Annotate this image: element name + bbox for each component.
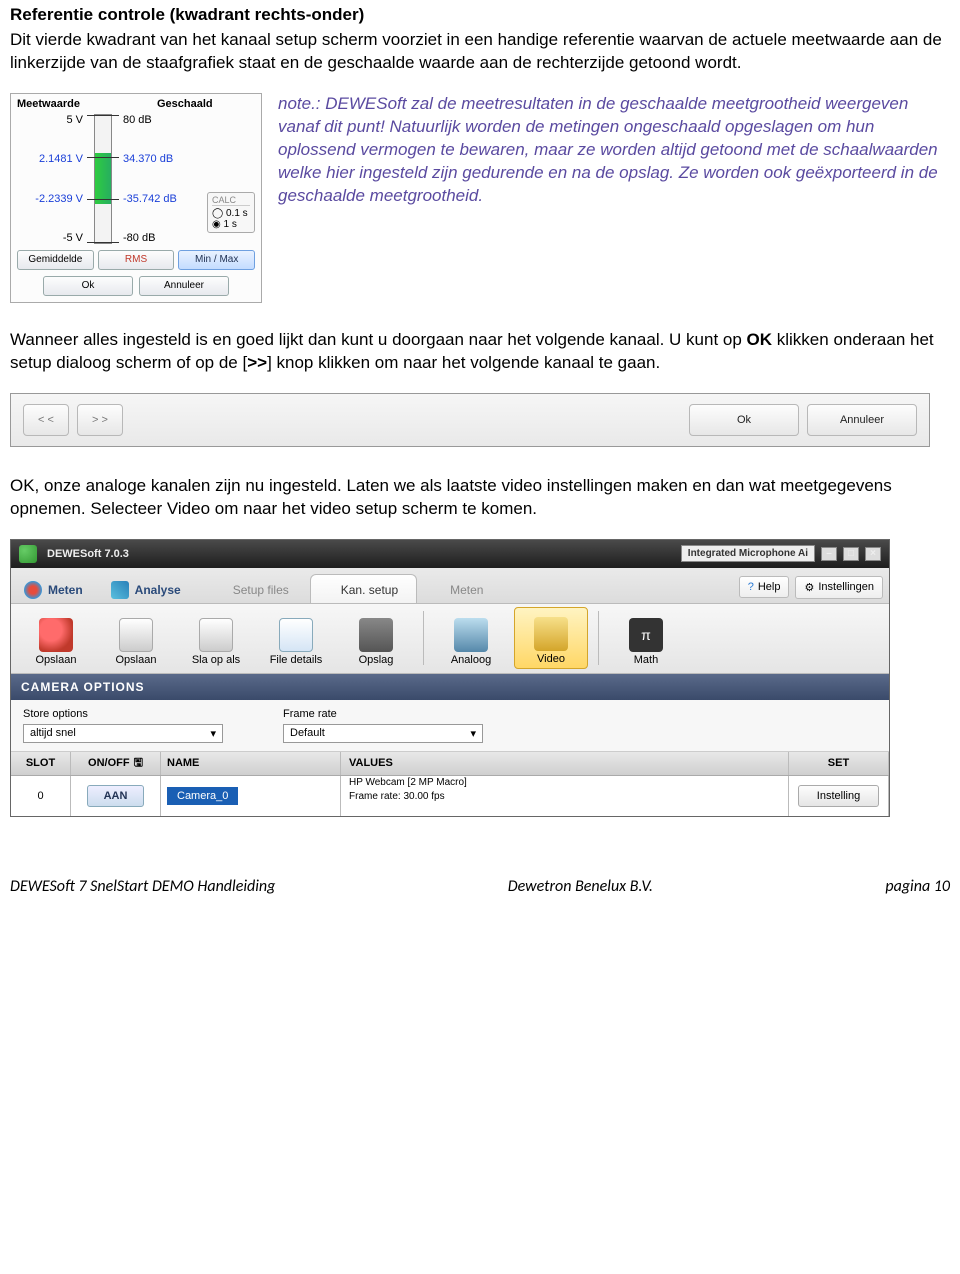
gemiddelde-button[interactable]: Gemiddelde bbox=[17, 250, 94, 270]
device-combo[interactable]: Integrated Microphone Ai bbox=[681, 545, 815, 562]
camera-table-row: 0 AAN Camera_0 HP Webcam [2 MP Macro] Fr… bbox=[11, 776, 889, 816]
chevron-down-icon: ▾ bbox=[210, 727, 216, 740]
save-as-icon bbox=[199, 618, 233, 652]
gear-icon: ⚙ bbox=[804, 581, 814, 594]
close-icon[interactable]: × bbox=[865, 547, 881, 561]
camera-table-header: SLOT ON/OFF 🖫 NAME VALUES SET bbox=[11, 752, 889, 776]
toolbar: Opslaan Opslaan Sla op als File details … bbox=[11, 604, 889, 674]
record-icon bbox=[39, 618, 73, 652]
meten-icon bbox=[24, 581, 42, 599]
left-max: 5 V bbox=[66, 114, 83, 126]
tab-meten-main[interactable]: Meten bbox=[17, 574, 102, 603]
paragraph-2: Wanneer alles ingesteld is en goed lijkt… bbox=[10, 329, 950, 375]
analyse-icon bbox=[111, 581, 129, 599]
math-button[interactable]: πMath bbox=[609, 607, 683, 669]
file-details-icon bbox=[279, 618, 313, 652]
footer-right: pagina 10 bbox=[885, 877, 950, 896]
maximize-icon[interactable]: □ bbox=[843, 547, 859, 561]
storage-icon bbox=[359, 618, 393, 652]
right-max: 80 dB bbox=[123, 114, 152, 126]
annuleer-button[interactable]: Annuleer bbox=[139, 276, 229, 296]
analog-icon bbox=[454, 618, 488, 652]
right-mid1: 34.370 dB bbox=[123, 153, 173, 165]
cell-onoff[interactable]: AAN bbox=[71, 776, 161, 816]
section-heading: Referentie controle (kwadrant rechts-ond… bbox=[10, 5, 950, 25]
calc-opt-01s[interactable]: ◯ 0.1 s bbox=[212, 208, 250, 219]
prev-channel-button[interactable]: < < bbox=[23, 404, 69, 436]
geschaald-header: Geschaald bbox=[157, 98, 255, 110]
cell-name[interactable]: Camera_0 bbox=[161, 776, 341, 816]
left-mid2: -2.2339 V bbox=[35, 193, 83, 205]
store-options-label: Store options bbox=[23, 708, 223, 720]
help-icon: ? bbox=[748, 581, 754, 593]
right-min: -80 dB bbox=[123, 232, 155, 244]
col-set: SET bbox=[789, 752, 889, 775]
save-icon bbox=[119, 618, 153, 652]
col-values: VALUES bbox=[341, 752, 789, 775]
intro-paragraph: Dit vierde kwadrant van het kanaal setup… bbox=[10, 29, 950, 75]
nav-ok-button[interactable]: Ok bbox=[689, 404, 799, 436]
window-title: DEWESoft 7.0.3 bbox=[47, 548, 129, 560]
panel-and-note-row: Meetwaarde Geschaald 5 V 2.1481 V -2.233… bbox=[10, 93, 950, 303]
chevron-down-icon: ▾ bbox=[470, 727, 476, 740]
frame-rate-label: Frame rate bbox=[283, 708, 483, 720]
video-button[interactable]: Video bbox=[514, 607, 588, 669]
bar-indicator bbox=[87, 114, 119, 244]
meetwaarde-header: Meetwaarde bbox=[17, 98, 157, 110]
footer-mid: Dewetron Benelux B.V. bbox=[508, 877, 653, 896]
meetwaarde-panel: Meetwaarde Geschaald 5 V 2.1481 V -2.233… bbox=[10, 93, 262, 303]
cell-values: HP Webcam [2 MP Macro] Frame rate: 30.00… bbox=[341, 776, 789, 816]
camera-options-row: Store options altijd snel▾ Frame rate De… bbox=[11, 700, 889, 752]
save-small-icon: 🖫 bbox=[134, 754, 143, 773]
cell-slot: 0 bbox=[11, 776, 71, 816]
col-onoff: ON/OFF 🖫 bbox=[71, 752, 161, 775]
tab-meten-sub[interactable]: Meten bbox=[419, 574, 502, 603]
ok-button[interactable]: Ok bbox=[43, 276, 133, 296]
col-slot: SLOT bbox=[11, 752, 71, 775]
calc-opt-1s[interactable]: ◉ 1 s bbox=[212, 219, 250, 230]
title-bar: DEWESoft 7.0.3 Integrated Microphone Ai … bbox=[11, 540, 889, 568]
right-scale-column: 80 dB 34.370 dB -35.742 dB -80 dB bbox=[119, 114, 199, 244]
paragraph-3: OK, onze analoge kanalen zijn nu ingeste… bbox=[10, 475, 950, 521]
left-mid1: 2.1481 V bbox=[39, 153, 83, 165]
dewesoft-window: DEWESoft 7.0.3 Integrated Microphone Ai … bbox=[10, 539, 890, 817]
col-name: NAME bbox=[161, 752, 341, 775]
analoog-button[interactable]: Analoog bbox=[434, 607, 508, 669]
next-channel-button[interactable]: > > bbox=[77, 404, 123, 436]
note-paragraph: note.: DEWESoft zal de meetresultaten in… bbox=[278, 93, 950, 303]
app-logo-icon bbox=[19, 545, 37, 563]
main-tabs: Meten Analyse Setup files Kan. setup Met… bbox=[11, 568, 889, 604]
opslaan-button[interactable]: Opslaan bbox=[99, 607, 173, 669]
opslag-button[interactable]: Opslag bbox=[339, 607, 413, 669]
footer-left: DEWESoft 7 SnelStart DEMO Handleiding bbox=[10, 877, 275, 896]
nav-cancel-button[interactable]: Annuleer bbox=[807, 404, 917, 436]
navigation-bar-screenshot: < < > > Ok Annuleer bbox=[10, 393, 930, 447]
sla-op-als-button[interactable]: Sla op als bbox=[179, 607, 253, 669]
help-button[interactable]: ?Help bbox=[739, 576, 790, 598]
tab-setup-files[interactable]: Setup files bbox=[202, 574, 308, 603]
frame-rate-combo[interactable]: Default▾ bbox=[283, 724, 483, 743]
left-min: -5 V bbox=[63, 232, 83, 244]
tab-kan-setup[interactable]: Kan. setup bbox=[310, 574, 417, 603]
rms-button[interactable]: RMS bbox=[98, 250, 175, 270]
minimize-icon[interactable]: – bbox=[821, 547, 837, 561]
cell-set[interactable]: Instelling bbox=[789, 776, 889, 816]
left-scale-column: 5 V 2.1481 V -2.2339 V -5 V bbox=[17, 114, 87, 244]
video-icon bbox=[534, 617, 568, 651]
page-footer: DEWESoft 7 SnelStart DEMO Handleiding De… bbox=[10, 877, 950, 896]
opslaan-record-button[interactable]: Opslaan bbox=[19, 607, 93, 669]
minmax-button[interactable]: Min / Max bbox=[178, 250, 255, 270]
tab-analyse[interactable]: Analyse bbox=[104, 574, 200, 603]
calc-title: CALC bbox=[212, 195, 250, 206]
store-options-combo[interactable]: altijd snel▾ bbox=[23, 724, 223, 743]
math-icon: π bbox=[629, 618, 663, 652]
settings-button[interactable]: ⚙Instellingen bbox=[795, 576, 883, 599]
calc-box: CALC ◯ 0.1 s ◉ 1 s bbox=[199, 114, 255, 244]
file-details-button[interactable]: File details bbox=[259, 607, 333, 669]
camera-options-header: CAMERA OPTIONS bbox=[11, 674, 889, 700]
right-mid2: -35.742 dB bbox=[123, 193, 177, 205]
